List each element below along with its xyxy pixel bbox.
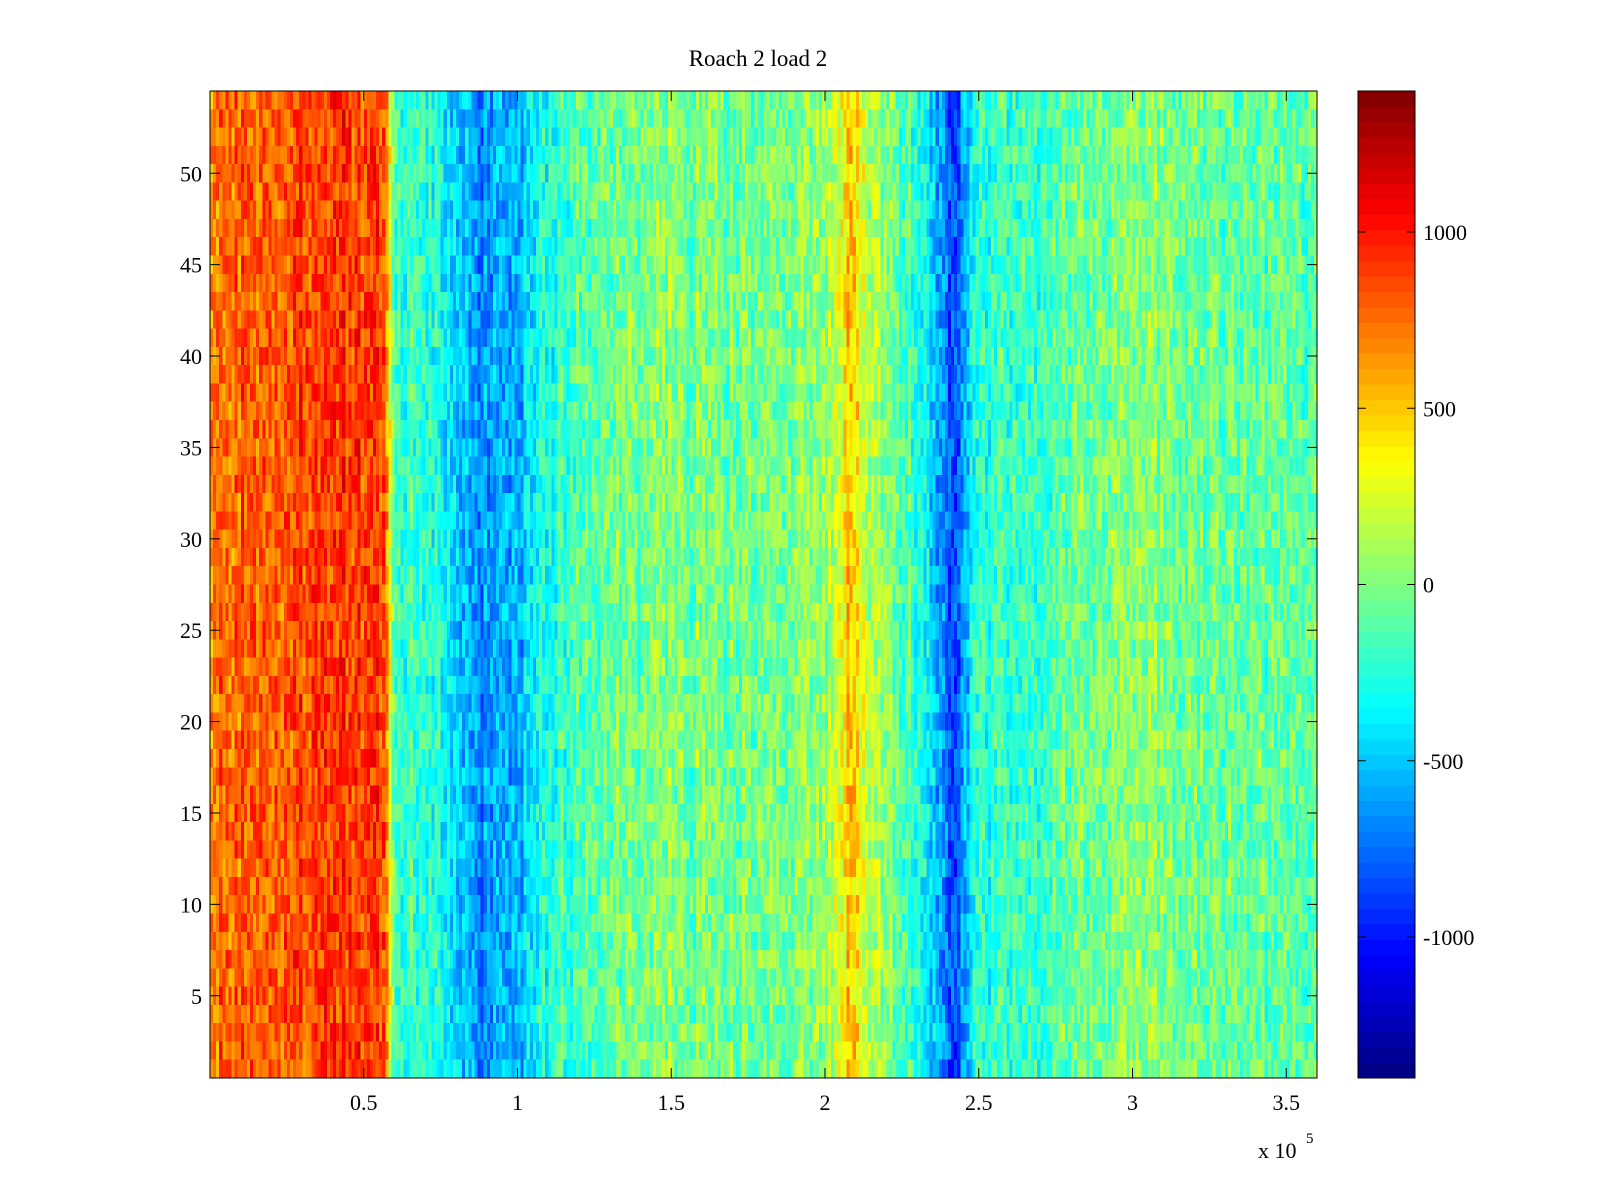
colorbar [1358, 91, 1415, 1079]
colorbar-band [1358, 198, 1415, 215]
colorbar-band [1358, 1031, 1415, 1048]
colorbar-band [1358, 553, 1415, 570]
colorbar-band [1358, 862, 1415, 879]
y-tick-label: 50 [180, 161, 202, 186]
colorbar-band [1358, 599, 1415, 616]
colorbar-band [1358, 892, 1415, 909]
colorbar-band [1358, 846, 1415, 863]
colorbar-band [1358, 245, 1415, 262]
y-tick-label: 30 [180, 527, 202, 552]
colorbar-band [1358, 630, 1415, 647]
colorbar-band [1358, 121, 1415, 138]
y-axis: 5 10 15 20 25 30 35 40 45 50 [180, 161, 1317, 1009]
colorbar-band [1358, 414, 1415, 431]
colorbar-band [1358, 584, 1415, 601]
y-tick-label: 25 [180, 618, 202, 643]
colorbar-band [1358, 646, 1415, 663]
colorbar-tick-label: -1000 [1423, 925, 1474, 950]
colorbar-band [1358, 137, 1415, 154]
y-tick-label: 35 [180, 435, 202, 460]
x-multiplier-base: x 10 [1258, 1138, 1297, 1163]
y-tick-label: 20 [180, 710, 202, 735]
colorbar-band [1358, 276, 1415, 292]
y-tick-label: 10 [180, 892, 202, 917]
colorbar-band [1358, 1047, 1415, 1064]
plot-frame [209, 90, 1318, 1079]
colorbar-band [1358, 939, 1415, 956]
x-tick-label: 2 [820, 1090, 831, 1115]
colorbar-band [1358, 260, 1415, 277]
colorbar-band [1358, 291, 1415, 308]
colorbar-band [1358, 738, 1415, 755]
colorbar-band [1358, 430, 1415, 447]
chart-title: Roach 2 load 2 [689, 46, 828, 71]
colorbar-band [1358, 723, 1415, 740]
colorbar-axis: -1000 -500 0 500 1000 [1358, 220, 1474, 950]
colorbar-band [1358, 152, 1415, 169]
colorbar-band [1358, 106, 1415, 123]
colorbar-band [1358, 985, 1415, 1002]
colorbar-band [1358, 91, 1415, 107]
colorbar-band [1358, 923, 1415, 940]
colorbar-tick-label: 0 [1423, 573, 1434, 598]
colorbar-band [1358, 353, 1415, 370]
colorbar-band [1358, 322, 1415, 339]
y-tick-label: 45 [180, 253, 202, 278]
x-tick-label: 2.5 [965, 1090, 993, 1115]
colorbar-band [1358, 800, 1415, 817]
y-tick-label: 40 [180, 344, 202, 369]
x-tick-label: 0.5 [350, 1090, 378, 1115]
colorbar-band [1358, 1000, 1415, 1017]
colorbar-band [1358, 815, 1415, 832]
x-tick-label: 3 [1127, 1090, 1138, 1115]
x-axis: 0.5 1 1.5 2 2.5 3 3.5 [350, 91, 1300, 1115]
colorbar-band [1358, 677, 1415, 693]
colorbar-band [1358, 769, 1415, 786]
colorbar-band [1358, 954, 1415, 971]
colorbar-band [1358, 229, 1415, 246]
colorbar-band [1358, 754, 1415, 771]
heatmap-cells [210, 91, 1317, 1078]
x-tick-label: 3.5 [1273, 1090, 1301, 1115]
colorbar-band [1358, 476, 1415, 493]
colorbar-band [1358, 384, 1415, 400]
colorbar-band [1358, 183, 1415, 200]
colorbar-band [1358, 707, 1415, 724]
colorbar-band [1358, 368, 1415, 385]
colorbar-band [1358, 877, 1415, 894]
colorbar-band [1358, 445, 1415, 462]
colorbar-band [1358, 692, 1415, 709]
colorbar-band [1358, 661, 1415, 678]
x-tick-label: 1.5 [658, 1090, 686, 1115]
colorbar-band [1358, 569, 1415, 585]
colorbar-band [1358, 1062, 1415, 1079]
colorbar-band [1358, 970, 1415, 986]
x-tick-label: 1 [512, 1090, 523, 1115]
colorbar-band [1358, 522, 1415, 539]
colorbar-band [1358, 461, 1415, 478]
colorbar-tick-label: -500 [1423, 749, 1463, 774]
y-tick-label: 5 [191, 984, 202, 1009]
colorbar-band [1358, 784, 1415, 801]
colorbar-band [1358, 168, 1415, 185]
colorbar-tick-label: 1000 [1423, 220, 1467, 245]
colorbar-tick-label: 500 [1423, 396, 1456, 421]
x-multiplier-exponent: 5 [1306, 1131, 1314, 1147]
heatmap-image [210, 91, 1317, 1078]
colorbar-band [1358, 615, 1415, 632]
colorbar-band [1358, 491, 1415, 508]
colorbar-band [1358, 337, 1415, 354]
colorbar-band [1358, 214, 1415, 231]
colorbar-band [1358, 507, 1415, 524]
colorbar-band [1358, 831, 1415, 848]
colorbar-band [1358, 1016, 1415, 1033]
colorbar-band [1358, 399, 1415, 416]
colorbar-band [1358, 908, 1415, 925]
colorbar-band [1358, 538, 1415, 555]
y-tick-label: 15 [180, 801, 202, 826]
colorbar-band [1358, 306, 1415, 323]
